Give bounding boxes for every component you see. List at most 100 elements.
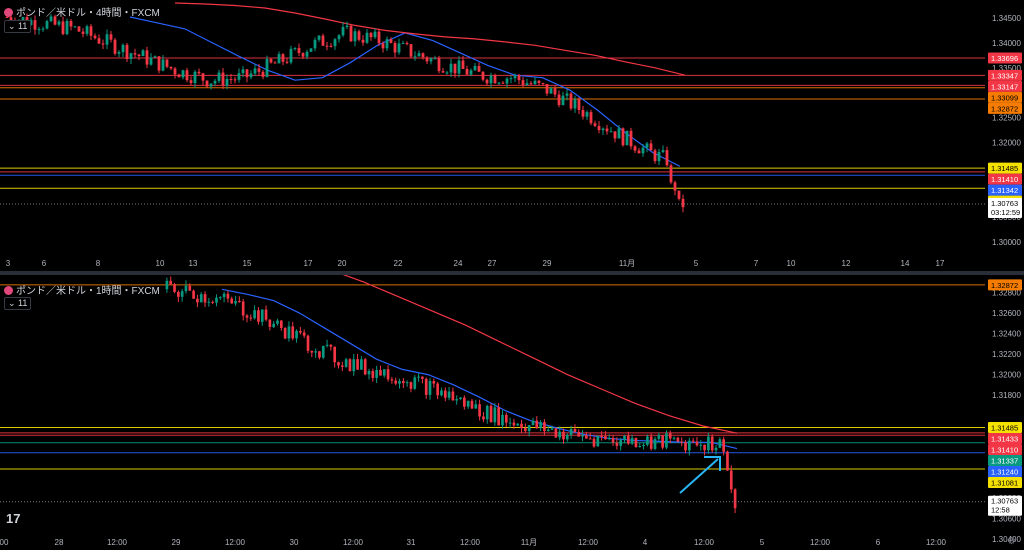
candle-body [371,370,375,378]
candle-body [680,441,684,443]
candle-body [401,43,405,45]
chart-pane-4h[interactable]: 1.345001.340001.335001.325001.320001.315… [0,0,1024,272]
interval-badge-1h[interactable]: ⌄ 11 [4,297,32,310]
candle-body [249,317,253,319]
candle-body [337,362,340,366]
candle-body [604,436,607,440]
price-level-tag [988,279,1022,291]
candle-body [386,369,390,380]
candle-body [222,293,226,298]
candle-body [497,407,501,426]
candle-body [433,58,437,60]
candle-body [197,71,201,74]
candle-body [550,428,554,430]
price-level-label: 1.32872 [991,104,1018,113]
candle-body [188,285,192,291]
price-level-label: 1.33696 [991,54,1018,63]
candle-body [389,39,393,43]
interval-badge-4h[interactable]: ⌄ 11 [4,20,32,33]
candle-body [521,80,525,86]
x-tick-label: 12:00 [460,538,481,547]
candle-body [213,80,217,84]
candle-body [401,381,405,384]
candle-body [281,54,285,62]
candle-body [169,280,173,285]
candle-body [497,82,501,84]
candle-body [177,74,181,78]
candle-body [597,125,601,131]
x-tick-label: 31 [407,538,416,547]
candle-body [203,294,207,303]
candle-body [237,73,241,80]
candle-body [173,68,177,75]
candle-body [295,330,298,339]
candle-body [524,428,527,432]
candle-body [621,128,625,146]
candle-body [357,31,361,40]
candle-body [577,432,581,437]
candle-body [21,17,25,21]
candle-body [453,63,457,74]
candle-body [218,297,222,299]
candle-body [199,294,203,303]
x-tick-label: 29 [172,538,181,547]
candle-body [596,435,600,447]
candle-body [113,39,117,54]
candle-body [241,301,245,316]
candle-body [268,319,272,327]
gear-icon[interactable]: ⚙ [1007,536,1016,547]
x-tick-label: 13 [189,259,198,268]
chart-pane-1h[interactable]: 1.32800 1.32600 1.32400 1.32200 1.32000 1.318… [0,275,1024,550]
candle-body [625,130,629,146]
y-tick-label: 1.34500 [992,14,1021,23]
chart-1h-svg[interactable]: 1.32800 1.32600 1.32400 1.32200 1.32000 1.318… [0,275,1024,550]
candle-body [537,80,541,84]
candle-body [619,440,623,446]
last-price-tag [988,495,1022,516]
x-tick-label: 12:00 [225,538,246,547]
candle-body [634,437,638,448]
candle-body [525,83,529,86]
candle-body [365,32,369,43]
candle-body [513,75,517,79]
candle-body [512,422,516,426]
candle-body [463,397,466,407]
candle-body [133,53,137,55]
candle-body [265,58,269,77]
candle-body [369,32,373,38]
candle-body [440,390,443,396]
candle-body [276,320,279,324]
price-level-label: 1.31342 [991,186,1018,195]
candle-body [501,414,504,426]
candle-body [485,405,489,420]
candle-body [478,404,481,417]
candle-body [482,416,485,420]
candle-body [37,29,41,31]
candle-body [344,359,348,367]
x-tick-label: 12:00 [107,538,128,547]
price-level-tag [988,422,1022,434]
candle-body [465,68,469,75]
candle-body [533,80,537,85]
y-tick-label: 1.31800 [992,391,1021,400]
candle-body [245,315,249,318]
candle-body [443,390,447,398]
candle-body [649,436,653,449]
candle-body [69,21,73,27]
candle-body [615,442,619,446]
price-level-label: 1.33147 [991,82,1018,91]
candle-body [257,68,261,72]
candle-body [569,428,573,435]
candle-body [565,93,569,96]
candle-body [65,21,69,35]
candle-body [665,150,669,166]
chart-4h-svg[interactable]: 1.345001.340001.335001.325001.320001.315… [0,0,1024,272]
candle-body [520,423,523,429]
candle-body [557,94,561,106]
pane-divider[interactable] [0,271,1024,275]
candle-body [285,61,289,63]
candle-body [317,35,321,40]
candle-body [607,437,611,440]
candle-body [609,131,613,133]
candle-body [390,379,394,381]
